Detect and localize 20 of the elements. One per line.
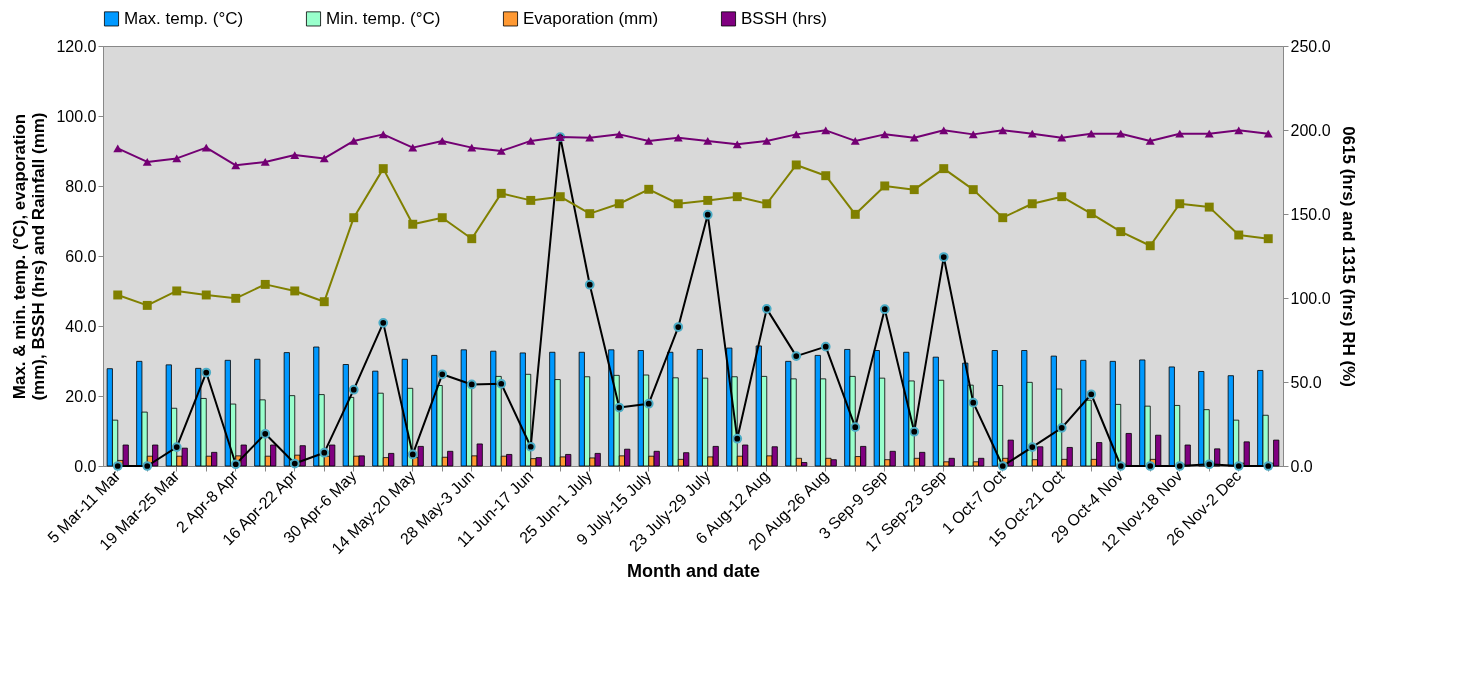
y-tick-label: 120.0 <box>56 37 97 55</box>
legend-label: Evaporation (mm) <box>523 8 659 28</box>
y2-tick-label: 0.0 <box>1290 457 1313 475</box>
y2-tick-label: 100.0 <box>1290 289 1331 307</box>
y-tick-label: 100.0 <box>56 107 97 125</box>
y2-tick-label: 200.0 <box>1290 121 1331 139</box>
legend-label: BSSH (hrs) <box>741 8 827 28</box>
legend-label: Max. temp. (°C) <box>124 8 244 28</box>
y-tick-label: 20.0 <box>65 387 97 405</box>
legend-label: Min. temp. (°C) <box>326 8 441 28</box>
y-tick-label: 80.0 <box>65 177 97 195</box>
y-axis-title: Max. & min. temp. (°C), evaporation (mm), BSSH (hrs) and Rainfall (mm) <box>10 112 49 401</box>
x-axis-title: Month and date <box>627 561 760 582</box>
y2-axis-title: 0615 (hrs) and 1315 (hrs) RH (%) <box>1338 126 1358 387</box>
y-tick-label: 0.0 <box>74 457 97 475</box>
y2-tick-label: 150.0 <box>1290 205 1331 223</box>
y-tick-label: 40.0 <box>65 317 97 335</box>
y2-tick-label: 250.0 <box>1290 37 1331 55</box>
y-tick-label: 60.0 <box>65 247 97 265</box>
y2-tick-label: 50.0 <box>1290 373 1322 391</box>
